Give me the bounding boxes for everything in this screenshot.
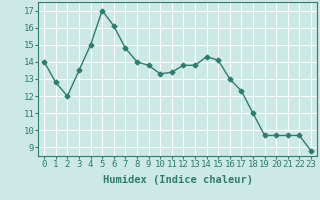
X-axis label: Humidex (Indice chaleur): Humidex (Indice chaleur) (103, 175, 252, 185)
